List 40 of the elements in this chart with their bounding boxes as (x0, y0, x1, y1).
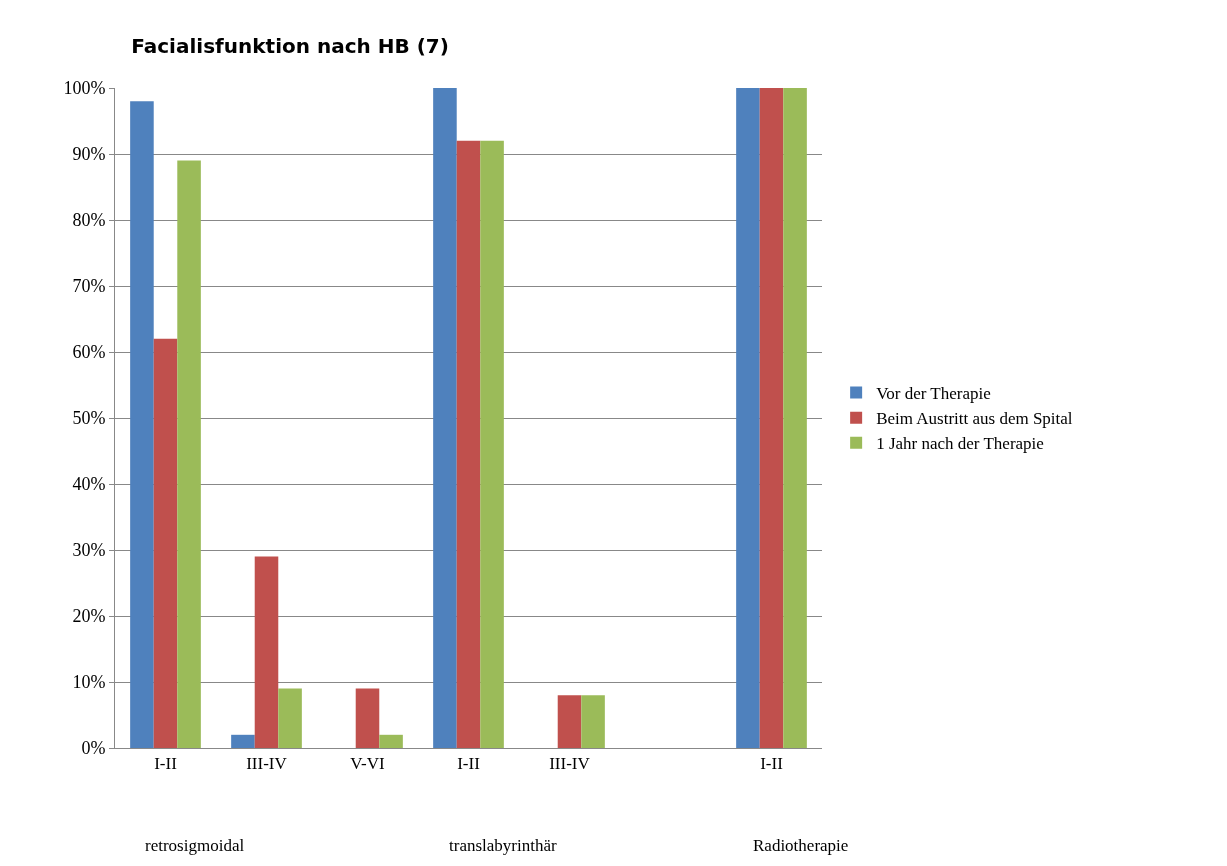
x-tick-label: III-IV (246, 754, 288, 774)
x-tick-label: V-VI (350, 754, 385, 774)
y-tick-label: 20% (72, 606, 106, 627)
y-tick-label: 0% (81, 738, 106, 759)
bar (130, 101, 154, 748)
x-tick-label: I-II (760, 754, 784, 774)
bar (759, 88, 784, 748)
y-tick-label: 40% (72, 474, 106, 495)
bar (480, 140, 504, 748)
x-tick-label: III-IV (549, 754, 591, 774)
y-tick-label: 70% (72, 276, 106, 297)
y-tick-label: 50% (72, 408, 106, 429)
y-tick-label: 30% (72, 540, 106, 561)
text: Radiotherapie (753, 836, 849, 855)
bar (355, 688, 380, 748)
y-tick-label: 80% (72, 210, 106, 231)
bar (433, 88, 457, 748)
bar (379, 734, 403, 748)
bar (177, 160, 201, 748)
bar (783, 88, 807, 748)
x-tick-label: I-II (457, 754, 481, 774)
bar (278, 688, 302, 748)
bar (254, 556, 279, 748)
bar (153, 338, 178, 748)
y-tick-label: 90% (72, 144, 106, 165)
bar (231, 734, 255, 748)
bar (736, 88, 760, 748)
text: translabyrinthär (449, 836, 557, 855)
bar (456, 140, 481, 748)
y-tick-label: 10% (72, 672, 106, 693)
y-tick-label: 100% (63, 78, 106, 99)
bar (581, 695, 605, 748)
legend-label: Beim Austritt aus dem Spital (876, 409, 1073, 429)
bar (557, 695, 582, 748)
y-tick-label: 60% (72, 342, 106, 363)
chart-title: Facialisfunktion nach HB (7) (131, 33, 449, 58)
x-tick-label: I-II (154, 754, 178, 774)
text: retrosigmoidal (145, 836, 245, 855)
legend-label: Vor der Therapie (876, 384, 991, 404)
legend-label: 1 Jahr nach der Therapie (876, 434, 1044, 454)
